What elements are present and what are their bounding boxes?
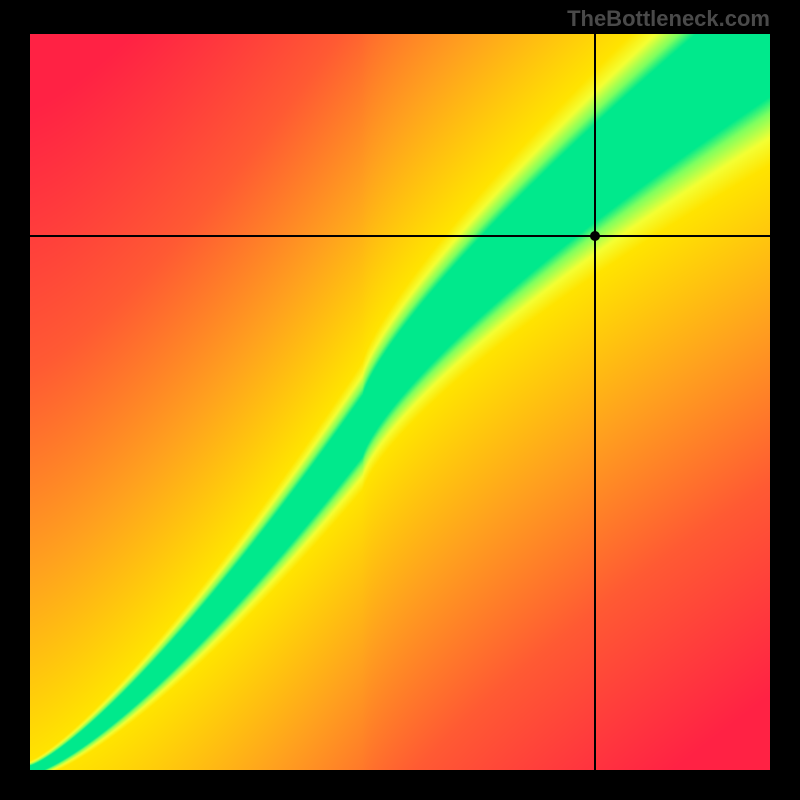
bottleneck-heatmap [30,34,770,770]
crosshair-horizontal [30,235,770,237]
crosshair-marker [590,231,600,241]
crosshair-vertical [594,34,596,770]
heatmap-canvas [30,34,770,770]
attribution-text: TheBottleneck.com [567,6,770,32]
